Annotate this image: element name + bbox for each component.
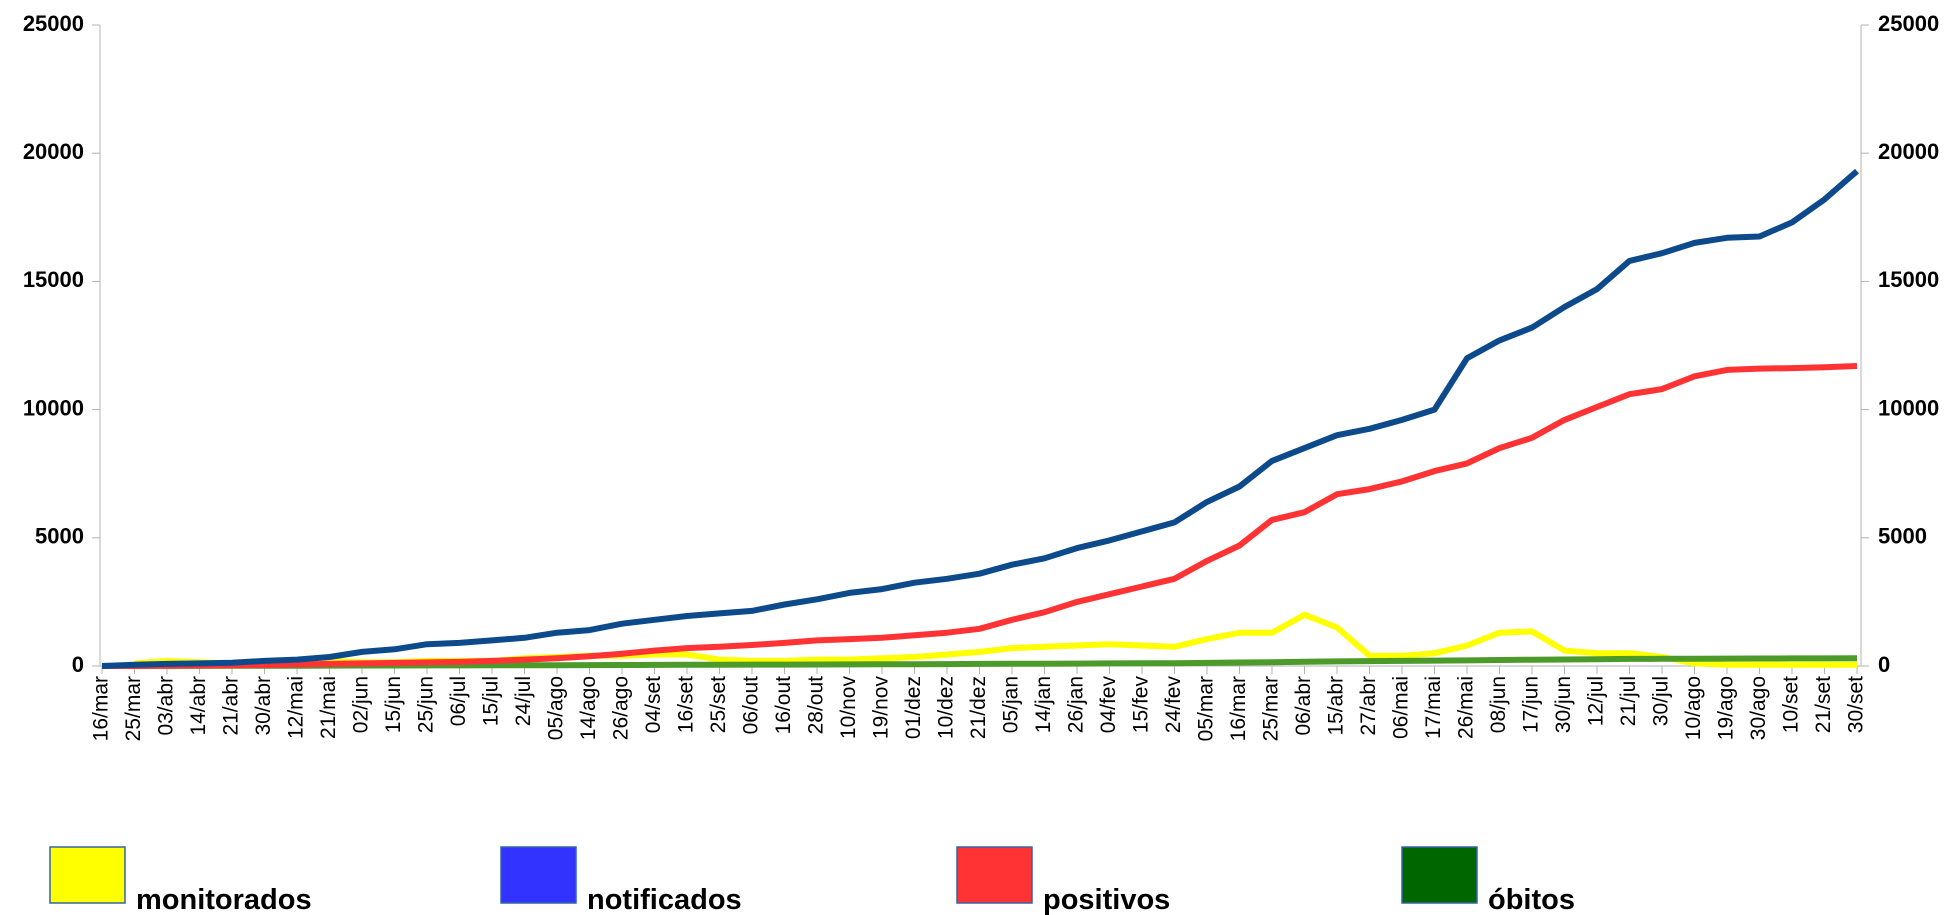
y-tick-label: 20000 <box>23 139 84 164</box>
y2-tick-label: 5000 <box>1878 524 1927 549</box>
series-line <box>102 363 1858 669</box>
x-tick-label: 15/jun <box>382 676 405 733</box>
x-tick-label: 06/abr <box>1292 676 1315 736</box>
y2-tick-label: 15000 <box>1878 267 1939 292</box>
x-tick-label: 30/set <box>1845 676 1868 733</box>
x-tick-label: 30/jul <box>1650 676 1673 726</box>
x-tick-label: 06/mai <box>1390 676 1413 739</box>
x-tick-label: 30/ago <box>1747 676 1770 740</box>
x-tick-label: 04/set <box>642 676 665 733</box>
x-tick-label: 15/jul <box>480 676 503 726</box>
x-tick-label: 21/dez <box>967 676 990 739</box>
x-tick-label: 03/abr <box>155 676 178 736</box>
y2-tick-label: 25000 <box>1878 11 1939 36</box>
x-tick-label: 08/jun <box>1487 676 1510 733</box>
x-tick-label: 25/jun <box>415 676 438 733</box>
x-tick-label: 04/fev <box>1097 676 1120 734</box>
x-tick-label: 16/set <box>675 676 698 733</box>
x-tick-label: 26/jan <box>1065 676 1088 733</box>
x-tick-label: 28/out <box>805 676 828 735</box>
x-tick-label: 27/abr <box>1357 676 1380 736</box>
series-line <box>101 168 1859 669</box>
legend-swatch <box>956 846 1033 904</box>
x-tick-label: 30/abr <box>252 676 275 736</box>
x-tick-label: 16/mar <box>1227 676 1250 741</box>
x-tick-label: 12/mai <box>285 676 308 739</box>
legend-label: notificados <box>587 884 742 915</box>
legend-swatch <box>49 846 126 904</box>
x-tick-label: 26/mai <box>1455 676 1478 739</box>
x-tick-label: 14/abr <box>187 676 210 736</box>
x-tick-label: 21/abr <box>220 676 243 736</box>
x-tick-label: 30/jun <box>1552 676 1575 733</box>
x-tick-label: 05/jan <box>1000 676 1023 733</box>
x-tick-label: 05/ago <box>545 676 568 740</box>
x-tick-label: 10/nov <box>837 676 860 740</box>
y2-tick-label: 20000 <box>1878 139 1939 164</box>
y2-tick-label: 0 <box>1878 652 1890 677</box>
x-tick-label: 10/ago <box>1682 676 1705 740</box>
y-tick-label: 10000 <box>23 395 84 420</box>
legend-label: monitorados <box>136 884 312 915</box>
x-tick-label: 16/mar <box>90 676 113 741</box>
x-tick-label: 25/mar <box>1260 676 1283 741</box>
x-tick-label: 21/mai <box>317 676 340 739</box>
x-tick-label: 05/mar <box>1195 676 1218 741</box>
x-tick-label: 21/jul <box>1617 676 1640 726</box>
y-tick-label: 15000 <box>23 267 84 292</box>
legend-swatch <box>1401 846 1478 904</box>
legend-label: positivos <box>1043 884 1170 915</box>
x-tick-label: 12/jul <box>1585 676 1608 726</box>
x-tick-label: 10/dez <box>935 676 958 739</box>
x-tick-label: 19/nov <box>870 676 893 740</box>
x-tick-label: 25/mar <box>122 676 145 741</box>
x-tick-label: 24/jul <box>512 676 535 726</box>
x-tick-label: 06/out <box>740 676 763 735</box>
x-tick-label: 01/dez <box>902 676 925 739</box>
x-tick-label: 16/out <box>772 676 795 735</box>
x-tick-label: 19/ago <box>1715 676 1738 740</box>
x-tick-label: 24/fev <box>1162 676 1185 734</box>
x-tick-label: 06/jul <box>447 676 470 726</box>
x-tick-label: 14/jan <box>1032 676 1055 733</box>
x-tick-label: 17/mai <box>1422 676 1445 739</box>
x-tick-label: 10/set <box>1780 676 1803 733</box>
x-tick-label: 14/ago <box>577 676 600 740</box>
x-tick-label: 15/abr <box>1325 676 1348 736</box>
y2-tick-label: 10000 <box>1878 395 1939 420</box>
x-tick-label: 26/ago <box>610 676 633 740</box>
x-tick-label: 25/set <box>707 676 730 733</box>
x-tick-label: 17/jun <box>1520 676 1543 733</box>
x-tick-label: 21/set <box>1812 676 1835 733</box>
x-tick-label: 15/fev <box>1130 676 1153 734</box>
legend-swatch <box>500 846 577 904</box>
y-tick-label: 0 <box>72 652 84 677</box>
legend-label: óbitos <box>1488 884 1575 915</box>
x-tick-label: 02/jun <box>350 676 373 733</box>
y-tick-label: 5000 <box>35 524 84 549</box>
y-tick-label: 25000 <box>23 11 84 36</box>
